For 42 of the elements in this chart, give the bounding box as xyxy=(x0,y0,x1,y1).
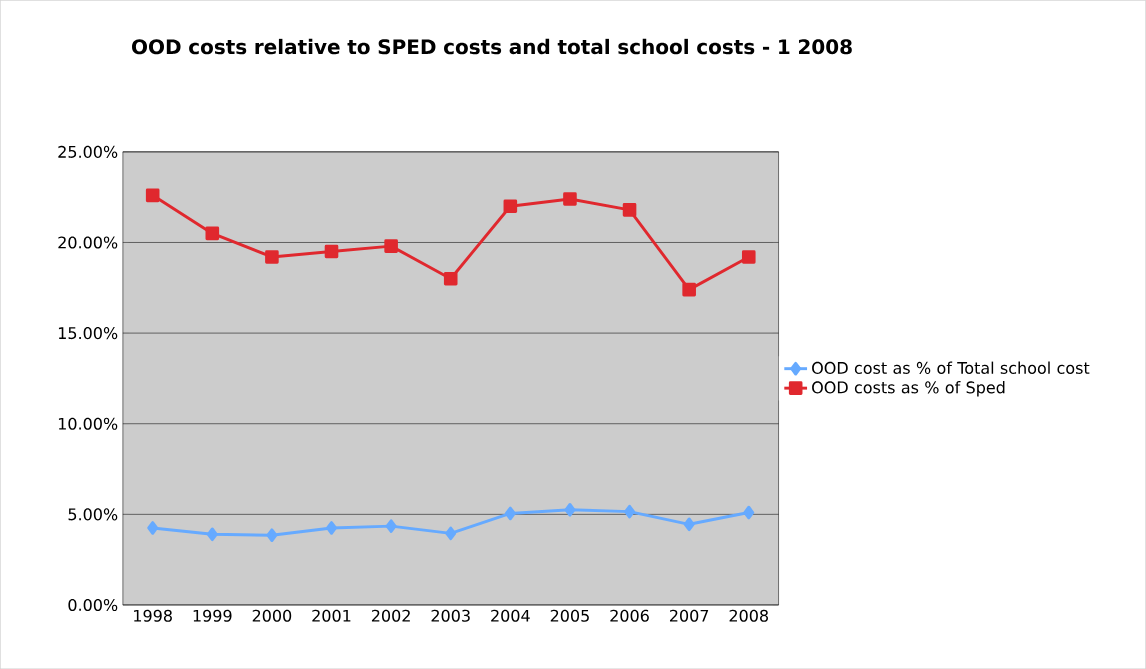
point xyxy=(622,202,637,217)
x-tick-label: 2008 xyxy=(729,609,768,622)
point xyxy=(265,250,279,264)
x-tick-label: 2007 xyxy=(669,609,709,622)
point xyxy=(266,528,278,542)
point xyxy=(205,226,220,241)
x-tick-label: 2003 xyxy=(431,609,470,622)
x-tick-label: 2002 xyxy=(371,609,410,622)
point xyxy=(682,282,696,297)
y-tick-label: 10.00% xyxy=(58,417,118,430)
point xyxy=(443,271,458,286)
point xyxy=(445,526,457,541)
y-tick-label: 15.00% xyxy=(58,326,118,340)
point xyxy=(324,244,339,259)
point xyxy=(147,521,159,535)
point xyxy=(384,239,398,253)
point xyxy=(145,188,160,203)
point xyxy=(624,504,636,519)
point xyxy=(564,502,576,517)
y-tick-label: 20.00% xyxy=(58,236,118,249)
x-tick-label: 2001 xyxy=(312,609,351,622)
x-tick-label: 2005 xyxy=(550,609,589,622)
legend-label: OOD cost as % of Total school cost xyxy=(812,361,1090,374)
point xyxy=(503,199,518,213)
point xyxy=(743,505,755,520)
x-tick-label: 2000 xyxy=(252,609,292,622)
legend-label: OOD costs as % of Sped xyxy=(812,380,1005,397)
point xyxy=(504,506,516,521)
y-tick-label: 25.00% xyxy=(58,145,118,158)
chart-title: OOD costs relative to SPED costs and total school costs - 1 2008 xyxy=(132,38,852,55)
y-tick-label: 0.00% xyxy=(68,598,118,611)
x-tick-label: 1998 xyxy=(134,609,172,622)
x-tick-label: 2004 xyxy=(491,609,530,622)
point xyxy=(563,192,577,206)
point xyxy=(741,250,756,264)
x-tick-label: 2006 xyxy=(610,609,649,622)
point xyxy=(326,521,337,535)
point xyxy=(385,519,397,533)
point xyxy=(206,527,218,541)
x-tick-label: 1999 xyxy=(193,609,232,622)
y-tick-label: 5.00% xyxy=(68,508,118,521)
point xyxy=(683,517,695,532)
